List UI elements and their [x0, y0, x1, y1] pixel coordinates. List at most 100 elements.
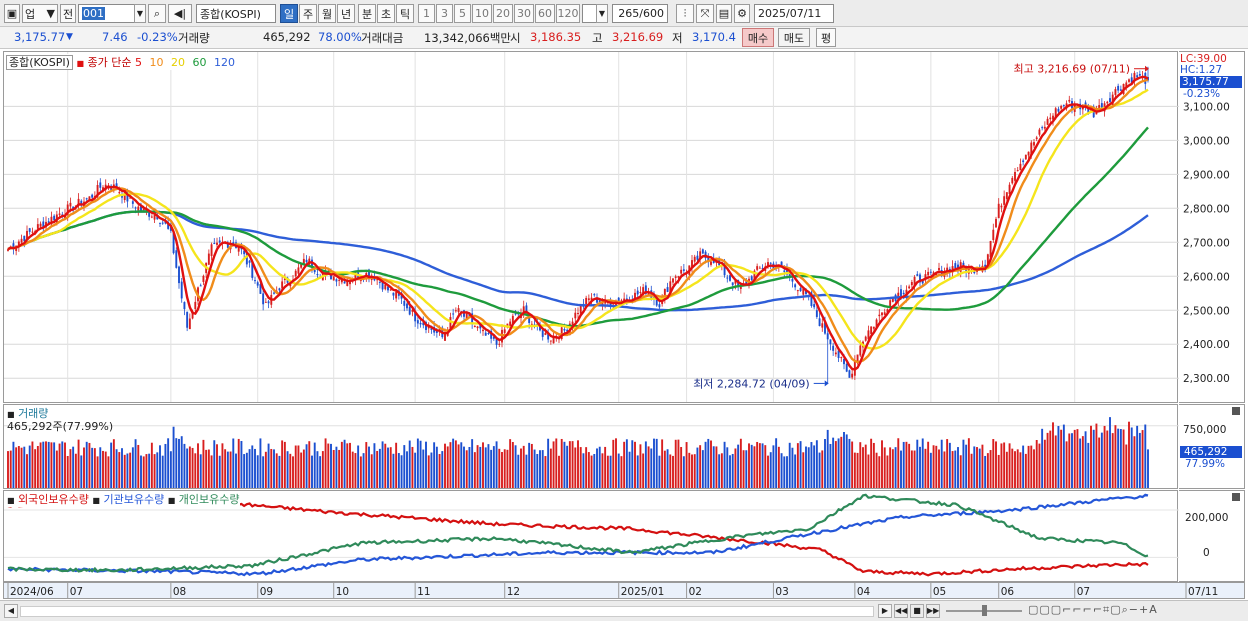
period-week[interactable]: 주	[299, 4, 317, 23]
speed-slider-thumb[interactable]	[982, 605, 987, 616]
volume-bar	[159, 445, 161, 488]
scrollbar[interactable]	[20, 606, 874, 617]
count-input[interactable]: 265/600	[612, 4, 668, 23]
volume-bar	[737, 444, 740, 488]
candle-body	[1003, 196, 1006, 205]
volume-bar	[359, 456, 362, 488]
candle-body	[153, 214, 156, 220]
index-name-field[interactable]: 종합(KOSPI)	[196, 4, 276, 23]
candle-body	[1043, 126, 1046, 129]
interval-20[interactable]: 20	[493, 4, 513, 23]
interval-1[interactable]: 1	[418, 4, 435, 23]
volume-bar	[984, 455, 987, 488]
market-select[interactable]: 업 ▼	[22, 4, 58, 23]
code-input[interactable]: 001	[78, 4, 146, 23]
candle-body	[403, 300, 406, 306]
search-icon[interactable]: ⌕	[148, 4, 166, 23]
period-minute[interactable]: 분	[358, 4, 376, 23]
save-icon[interactable]: ▤	[716, 4, 732, 23]
y-tick-label: 2,700.00	[1183, 237, 1230, 249]
candle-body	[381, 279, 384, 290]
candle-body	[251, 260, 254, 278]
interval-5[interactable]: 5	[454, 4, 471, 23]
period-tick[interactable]: 틱	[396, 4, 414, 23]
volume-bar	[867, 454, 870, 488]
candle-body	[340, 278, 343, 283]
buy-button[interactable]: 매수	[742, 28, 774, 47]
date-input[interactable]: 2025/07/11	[754, 4, 834, 23]
jeon-button[interactable]: 전	[60, 4, 76, 23]
candle-body	[335, 279, 338, 282]
volume-bar	[872, 442, 875, 488]
interval-dropdown-icon[interactable]: ▼	[596, 4, 608, 23]
crosshair-icon[interactable]: ⤧	[696, 4, 714, 23]
code-dropdown-icon[interactable]: ▼	[134, 4, 146, 23]
volume-bar	[449, 442, 452, 488]
gear-icon[interactable]: ⚙	[734, 4, 750, 23]
drawing-tools[interactable]: ▢▢▢⌐⌐⌐⌐⌗▢⌕−+A	[1028, 603, 1158, 616]
interval-30[interactable]: 30	[514, 4, 534, 23]
volume-bar	[1024, 453, 1027, 488]
down-arrow-icon: ▼	[66, 32, 73, 42]
y-tick-label: 2,300.00	[1183, 373, 1230, 385]
stop-icon[interactable]: ■	[910, 604, 924, 618]
volume-bar	[235, 453, 237, 488]
candle-type-icon[interactable]: ⫶	[676, 4, 694, 23]
rewind-icon[interactable]: ◀◀	[894, 604, 908, 618]
volume-bar	[1133, 436, 1136, 488]
speaker-icon[interactable]: ◀|	[168, 4, 192, 23]
volume-bar	[178, 438, 180, 488]
period-month[interactable]: 월	[318, 4, 336, 23]
volume-bar	[1081, 436, 1084, 488]
period-second[interactable]: 초	[377, 4, 395, 23]
volume-bar	[780, 453, 783, 488]
candle-body	[26, 230, 28, 240]
menu-icon[interactable]: ▣	[4, 4, 20, 23]
fast-forward-icon[interactable]: ▶▶	[926, 604, 940, 618]
candle-body	[172, 232, 175, 254]
period-day[interactable]: 일	[280, 4, 298, 23]
min-label: 최저 2,284.72 (04/09)	[693, 377, 810, 390]
volume-bar	[408, 440, 411, 488]
volume-bar	[558, 455, 560, 488]
candle-body	[1022, 160, 1025, 163]
candle-body	[349, 281, 351, 285]
legend-marker-icon: ■	[7, 496, 15, 505]
scroll-right-icon[interactable]: ▶	[878, 604, 892, 618]
period-year[interactable]: 년	[337, 4, 355, 23]
candle-body	[872, 326, 875, 329]
volume-bar	[61, 441, 64, 488]
interval-10[interactable]: 10	[472, 4, 492, 23]
candle-body	[769, 262, 772, 264]
close-icon[interactable]	[1232, 407, 1240, 415]
candle-body	[213, 243, 216, 245]
candle-body	[658, 304, 661, 308]
volume-bar	[631, 440, 634, 488]
volume-bar	[392, 453, 395, 488]
volume-axis: 750,000 465,292 77.99%	[1179, 404, 1245, 489]
volume-bar	[20, 447, 23, 488]
volume-bar	[357, 445, 360, 488]
candle-body	[1052, 115, 1054, 120]
volume-bar	[9, 450, 12, 488]
interval-60[interactable]: 60	[535, 4, 555, 23]
candle-body	[283, 278, 286, 281]
volume-bar	[300, 452, 303, 488]
volume-bar	[191, 447, 194, 488]
candle-body	[986, 254, 989, 264]
eval-button[interactable]: 평	[816, 28, 836, 47]
sell-button[interactable]: 매도	[778, 28, 810, 47]
volume-bar	[644, 441, 647, 488]
volume-bar	[23, 446, 26, 488]
close-icon[interactable]	[1232, 493, 1240, 501]
volume-bar	[715, 446, 718, 488]
volume-bar	[813, 445, 816, 488]
candle-body	[840, 357, 843, 359]
volume-bar	[305, 444, 308, 488]
candle-body	[161, 222, 164, 224]
scroll-left-icon[interactable]: ◀	[4, 604, 18, 618]
interval-120[interactable]: 120	[556, 4, 580, 23]
candle-body	[780, 261, 783, 267]
interval-3[interactable]: 3	[436, 4, 453, 23]
candle-body	[699, 251, 702, 259]
